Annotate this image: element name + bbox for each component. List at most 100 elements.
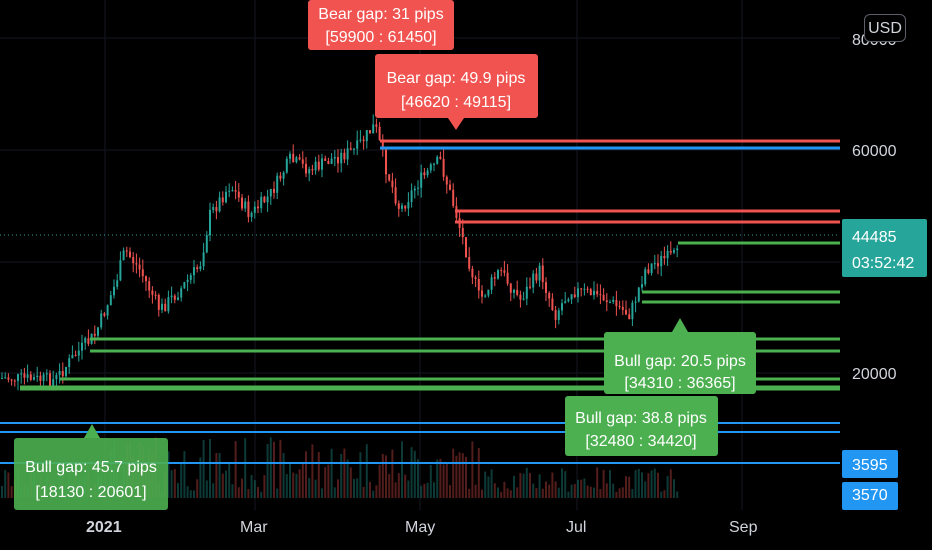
- candle-body: [567, 299, 570, 302]
- candle-body: [125, 250, 128, 252]
- candle-body: [362, 139, 365, 142]
- candle-body: [20, 373, 23, 375]
- candle-body: [199, 266, 202, 270]
- candle-body: [180, 288, 183, 298]
- candle-body: [490, 277, 493, 290]
- volume-bar: [509, 490, 512, 498]
- candle-body: [666, 250, 669, 259]
- volume-bar: [241, 478, 243, 498]
- candle-body: [477, 278, 480, 291]
- candle-body: [221, 197, 224, 203]
- volume-bar: [551, 472, 554, 498]
- volume-bar: [458, 452, 461, 498]
- candle-body: [234, 190, 237, 192]
- volume-bar: [375, 485, 378, 498]
- volume-bar: [516, 487, 519, 498]
- candle-body: [218, 197, 221, 212]
- volume-bar: [637, 468, 640, 498]
- volume-bar: [618, 488, 621, 498]
- volume-bar: [634, 470, 637, 498]
- bull-gap-label-1[interactable]: Bull gap: 20.5 pips [34310 : 36365]: [604, 318, 756, 394]
- volume-bar: [519, 472, 522, 498]
- volume-bar: [257, 486, 259, 498]
- volume-bar: [183, 451, 186, 498]
- candle-body: [433, 163, 435, 165]
- volume-bar: [631, 489, 634, 498]
- volume-bar: [1, 485, 3, 498]
- candle-body: [250, 212, 253, 218]
- blue-level-tag-1: [842, 450, 898, 478]
- gap-label-title: Bull gap: 45.7 pips: [25, 459, 157, 476]
- blue-level-tag-2: [842, 482, 898, 510]
- volume-bar: [186, 486, 189, 498]
- candle-body: [535, 273, 538, 281]
- volume-bar: [7, 472, 10, 498]
- volume-bar: [477, 447, 480, 498]
- candle-body: [503, 270, 506, 273]
- volume-bar: [282, 453, 285, 498]
- volume-bar: [449, 485, 451, 498]
- time-axis[interactable]: 2021 Mar May Jul Sep: [0, 510, 932, 550]
- candle-body: [282, 172, 285, 179]
- candle-body: [634, 301, 637, 303]
- volume-bar: [570, 484, 573, 498]
- volume-bar: [346, 459, 349, 498]
- volume-bar: [401, 441, 403, 498]
- candle-body: [573, 294, 576, 298]
- volume-bar: [340, 454, 343, 498]
- candle-body: [161, 303, 163, 310]
- volume-bar: [388, 474, 391, 498]
- gap-label-title: Bull gap: 38.8 pips: [575, 410, 707, 427]
- gap-label-title: Bear gap: 31 pips: [318, 6, 443, 23]
- price-axis[interactable]: 80000 60000 20000 44485 03:52:42 3595 35…: [842, 32, 927, 510]
- candle-body: [244, 201, 247, 209]
- candle-body: [308, 169, 311, 174]
- volume-bar: [349, 467, 352, 498]
- bull-gap-label-2[interactable]: Bull gap: 38.8 pips [32480 : 34420]: [565, 396, 718, 456]
- bull-gap-label-3[interactable]: Bull gap: 45.7 pips [18130 : 20601]: [14, 424, 168, 510]
- candle-body: [381, 139, 384, 150]
- candle-body: [676, 248, 679, 251]
- volume-bar: [420, 485, 423, 498]
- candle-body: [365, 130, 368, 142]
- volume-bar: [250, 475, 253, 498]
- bear-gap-label-1[interactable]: Bear gap: 31 pips [59900 : 61450]: [308, 0, 454, 50]
- candle-body: [55, 374, 58, 380]
- volume-bar: [513, 475, 515, 498]
- candle-body: [61, 371, 64, 377]
- candle-body: [228, 190, 231, 192]
- candle-body: [356, 140, 359, 149]
- currency-badge[interactable]: USD: [864, 14, 906, 42]
- volume-bar: [641, 472, 643, 498]
- candle-body: [148, 281, 151, 291]
- gap-label-range: [18130 : 20601]: [35, 484, 146, 501]
- candle-body: [369, 130, 371, 134]
- bear-gap-label-2[interactable]: Bear gap: 49.9 pips [46620 : 49115]: [375, 54, 538, 130]
- candle-body: [593, 290, 595, 296]
- volume-bar: [225, 470, 227, 498]
- volume-bar: [234, 441, 237, 498]
- candle-body: [135, 263, 138, 265]
- volume-bar: [506, 488, 509, 498]
- candle-body: [349, 148, 352, 150]
- volume-bar: [442, 464, 445, 498]
- volume-bar: [276, 488, 279, 498]
- volume-bar: [593, 487, 595, 498]
- volume-bar: [602, 469, 605, 498]
- candle-body: [289, 153, 291, 159]
- candle-body: [404, 205, 407, 209]
- time-tick-label: Jul: [566, 519, 586, 536]
- volume-bar: [535, 488, 538, 498]
- volume-bar: [330, 448, 333, 498]
- volume-bar: [228, 463, 231, 498]
- candle-body: [423, 172, 426, 176]
- candle-body: [330, 158, 333, 164]
- volume-bar: [218, 453, 221, 498]
- volume-bar: [305, 451, 307, 498]
- volume-bar: [500, 491, 503, 498]
- candle-body: [420, 172, 423, 188]
- candle-body: [589, 289, 592, 296]
- candle-body: [263, 196, 266, 203]
- candle-body: [196, 267, 199, 270]
